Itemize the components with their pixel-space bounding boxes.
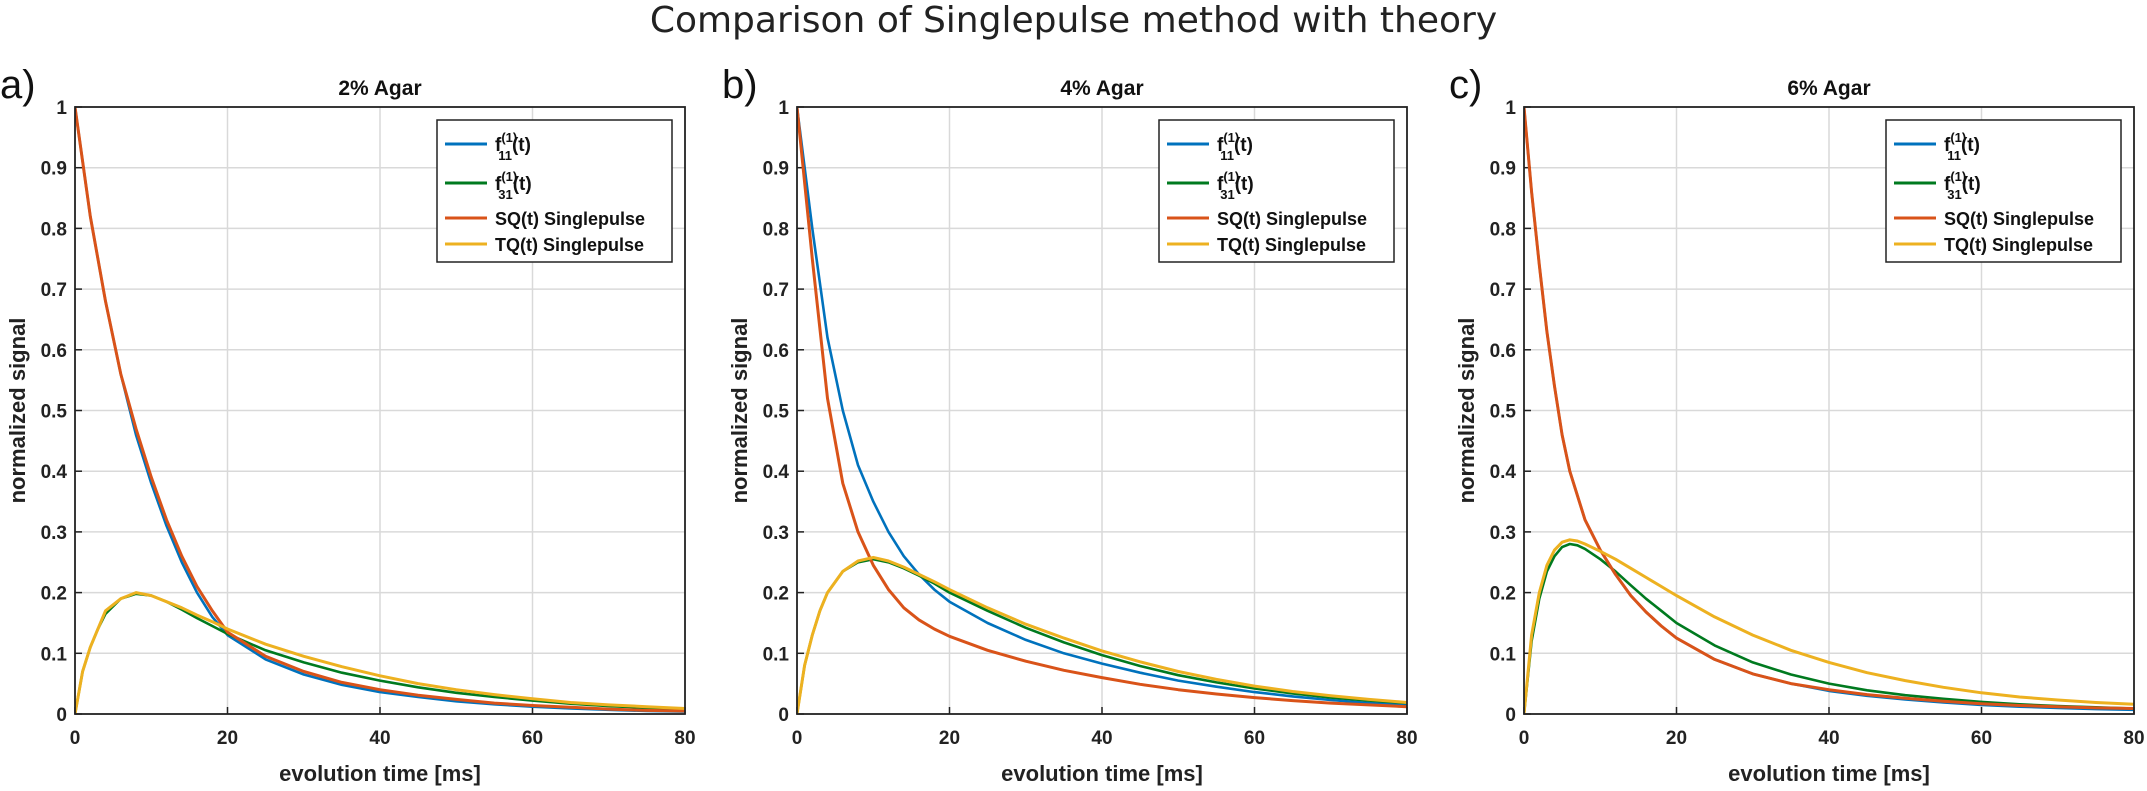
y-tick-label: 0 [56,705,67,726]
x-axis-label: evolution time [ms] [1001,761,1203,786]
x-tick-label: 60 [522,728,543,749]
x-tick-label: 20 [939,728,960,749]
axes-title: 6% Agar [1787,77,1870,100]
y-tick-label: 0.9 [763,159,789,180]
legend: f(1) 11(t) f(1) 31(t) SQ(t) Singlepulse TQ(t)… [1158,119,1395,263]
series-line-tq [797,555,1407,714]
y-tick-label: 0.9 [41,159,67,180]
axes-title: 4% Agar [1060,77,1143,100]
legend-label-f11: f(1) 11(t) [495,130,531,163]
legend-label-sq: SQ(t) Singlepulse [1944,209,2094,229]
y-tick-label: 0.5 [763,402,790,423]
x-tick-label: 0 [792,728,803,749]
y-tick-label: 0.1 [1490,644,1517,665]
y-tick-label: 0.2 [1490,584,1516,605]
y-axis-label: normalized signal [1454,318,1479,504]
x-tick-label: 60 [1971,728,1992,749]
series-line-tq [75,591,685,714]
x-tick-label: 40 [1818,728,1839,749]
legend-label-sq: SQ(t) Singlepulse [495,209,645,229]
legend-label-f11: f(1) 11(t) [1944,130,1980,163]
y-tick-label: 0.2 [763,584,789,605]
panel-label: c) [1449,63,1482,107]
y-tick-label: 0.7 [41,280,67,301]
y-tick-label: 0.8 [1490,219,1516,240]
axes-box [796,106,1408,715]
y-tick-label: 0.8 [41,219,67,240]
legend: f(1) 11(t) f(1) 31(t) SQ(t) Singlepulse TQ(t)… [436,119,673,263]
legend-label-f31: f(1) 31(t) [495,169,532,202]
legend: f(1) 11(t) f(1) 31(t) SQ(t) Singlepulse TQ(t)… [1885,119,2122,263]
axes-box [1523,106,2135,715]
legend-label-tq: TQ(t) Singlepulse [1217,235,1366,255]
y-axis-label: normalized signal [727,318,752,504]
panel-label: b) [722,63,758,107]
y-tick-label: 0.8 [763,219,789,240]
y-tick-label: 0.5 [41,402,68,423]
y-tick-label: 0.7 [763,280,789,301]
y-tick-label: 0.6 [1490,341,1516,362]
series-line-sq [1524,107,2134,710]
x-axis-label: evolution time [ms] [1728,761,1930,786]
series-line-sq [797,107,1407,709]
y-tick-label: 0.7 [1490,280,1516,301]
chart-panel-1: a) 2% Agar 0 20 40 60 80 0 0.1 0.2 0.3 0.4 0.5 0.6 0.7… [0,63,696,786]
y-axis-label: normalized signal [5,318,30,504]
y-tick-label: 0.1 [41,644,68,665]
x-tick-label: 0 [70,728,81,749]
legend-label-f31: f(1) 31(t) [1944,169,1981,202]
chart-panel-3: c) 6% Agar 0 20 40 60 80 0 0.1 0.2 0.3 0.4 0.5 0.6 0.7… [1449,63,2145,786]
y-tick-label: 0.6 [763,341,789,362]
x-tick-label: 40 [369,728,390,749]
x-tick-label: 60 [1244,728,1265,749]
chart-panel-2: b) 4% Agar 0 20 40 60 80 0 0.1 0.2 0.3 0.4 0.5 0.6 0.7… [722,63,1418,786]
series-line-f11 [797,107,1407,707]
x-tick-label: 80 [2123,728,2144,749]
x-tick-label: 80 [674,728,695,749]
y-tick-label: 1 [778,98,789,119]
y-tick-label: 1 [56,98,67,119]
series-line-sq [75,107,685,713]
y-tick-label: 0 [1505,705,1516,726]
x-axis-label: evolution time [ms] [279,761,481,786]
legend-label-tq: TQ(t) Singlepulse [1944,235,2093,255]
figure-title: Comparison of Singlepulse method with th… [649,0,1498,41]
series-line-tq [1524,538,2134,714]
y-tick-label: 0.1 [763,644,790,665]
y-tick-label: 0.3 [763,523,789,544]
legend-label-f31: f(1) 31(t) [1217,169,1254,202]
legend-label-sq: SQ(t) Singlepulse [1217,209,1367,229]
panel-label: a) [0,63,36,107]
legend-label-tq: TQ(t) Singlepulse [495,235,644,255]
y-tick-label: 0.2 [41,584,67,605]
series-line-f31 [1524,542,2134,714]
x-tick-label: 40 [1091,728,1112,749]
y-tick-label: 0.4 [1490,462,1517,483]
y-tick-label: 0.4 [41,462,68,483]
x-tick-label: 20 [217,728,238,749]
y-tick-label: 0 [778,705,789,726]
y-tick-label: 0.5 [1490,402,1517,423]
axes-box [74,106,686,715]
y-tick-label: 0.3 [1490,523,1516,544]
x-tick-label: 20 [1666,728,1687,749]
y-tick-label: 0.4 [763,462,790,483]
x-tick-label: 0 [1519,728,1530,749]
y-tick-label: 1 [1505,98,1516,119]
x-tick-label: 80 [1396,728,1417,749]
y-tick-label: 0.6 [41,341,67,362]
legend-label-f11: f(1) 11(t) [1217,130,1253,163]
axes-title: 2% Agar [338,77,421,100]
y-tick-label: 0.9 [1490,159,1516,180]
y-tick-label: 0.3 [41,523,67,544]
